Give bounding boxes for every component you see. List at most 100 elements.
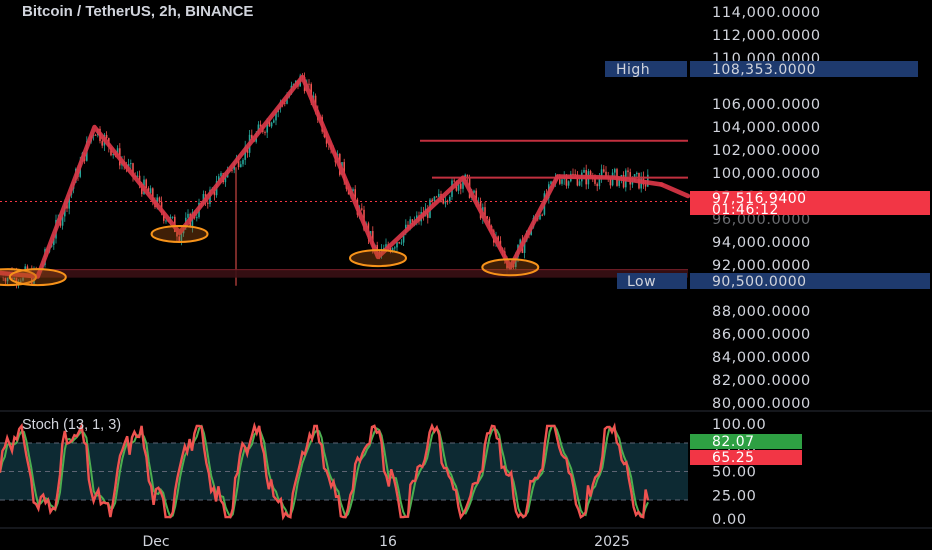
candle-body	[398, 242, 400, 244]
candle-body	[259, 124, 262, 127]
candle-body	[644, 184, 647, 187]
candle-body	[207, 202, 209, 204]
stoch-tick-label: 0.00	[712, 512, 747, 528]
candle-body	[180, 233, 183, 242]
candle-body	[609, 178, 612, 186]
stoch-tick-label: 25.00	[712, 488, 757, 504]
swing-low-ellipse	[150, 224, 209, 243]
candle-body	[600, 169, 603, 178]
candle-body	[515, 257, 517, 267]
candle-body	[266, 121, 268, 133]
candle-body	[484, 207, 486, 217]
chart-title: Bitcoin / TetherUS, 2h, BINANCE	[22, 3, 254, 20]
candle-body	[627, 170, 629, 173]
candle-body	[523, 240, 526, 253]
candle-body	[457, 183, 460, 191]
price-tick-label: 82,000.0000	[712, 373, 811, 389]
candle-body	[391, 248, 394, 252]
candle-body	[116, 148, 119, 155]
candle-body	[352, 189, 354, 192]
candle-body	[539, 214, 541, 220]
candle-body	[152, 188, 154, 202]
candle-body	[559, 179, 561, 184]
pattern-drawing[interactable]	[0, 74, 691, 279]
candle-body	[275, 112, 277, 121]
candle-body	[475, 190, 477, 203]
stoch-k-line	[0, 421, 650, 521]
price-tick-label: 88,000.0000	[712, 304, 811, 320]
price-tick-label: 94,000.0000	[712, 235, 811, 251]
swing-low-ellipse	[349, 249, 407, 268]
candle-body	[596, 183, 598, 187]
candle-body	[462, 180, 464, 189]
candle-body	[4, 278, 7, 282]
candle-body	[466, 174, 469, 178]
candle-body	[594, 178, 596, 184]
high-label: High	[616, 62, 650, 78]
candle-body	[136, 175, 139, 177]
candle-body	[132, 163, 134, 176]
low-value-box	[690, 273, 930, 289]
candle-body	[284, 102, 286, 104]
support-zone	[0, 269, 688, 278]
price-tick-label: 106,000.0000	[712, 97, 821, 113]
candle-body	[376, 245, 378, 252]
candle-body	[251, 134, 253, 140]
low-label: Low	[627, 274, 656, 290]
candle-body	[158, 197, 161, 202]
candle-body	[486, 216, 488, 219]
stoch-tick-label: 100.00	[712, 417, 766, 433]
candle-body	[433, 196, 436, 202]
high-value: 108,353.0000	[712, 62, 816, 78]
candle-body	[565, 176, 568, 186]
low-label-box	[617, 273, 687, 289]
price-tick-label-hidden: 96,000.0000	[712, 212, 811, 228]
price-tick-label: 104,000.0000	[712, 120, 821, 136]
candle-body	[213, 189, 216, 196]
stoch-d-value: 82.07	[712, 434, 755, 450]
swing-low-markers[interactable]	[0, 224, 540, 287]
candle-body	[603, 169, 605, 172]
candle-body	[449, 196, 451, 202]
stoch-d-tag	[690, 434, 802, 449]
candle-body	[110, 147, 112, 156]
candle-body	[576, 174, 579, 186]
candle-body	[264, 131, 266, 133]
candle-body	[431, 199, 433, 202]
candle-body	[176, 231, 178, 237]
candle-body	[438, 193, 440, 197]
time-axis[interactable]: Dec 16 2025	[0, 527, 932, 550]
stoch-k-value: 65.25	[712, 450, 755, 466]
high-value-box	[690, 61, 918, 77]
price-tick-label: 86,000.0000	[712, 327, 811, 343]
candle-body	[578, 181, 581, 186]
candle-body	[614, 169, 616, 173]
price-tick-label: 80,000.0000	[712, 396, 811, 412]
candle-body	[196, 217, 198, 219]
candle-body	[631, 181, 634, 185]
price-pane[interactable]	[0, 0, 690, 410]
horizontal-levels[interactable]	[0, 139, 690, 278]
stoch-title: Stoch (13, 1, 3)	[22, 417, 122, 433]
candle-body	[488, 218, 491, 227]
candle-body	[446, 200, 449, 202]
high-label-box	[605, 61, 687, 77]
candle-body	[354, 189, 356, 200]
candle-body	[202, 194, 205, 204]
candle-body	[444, 200, 447, 204]
price-tick-label: 102,000.0000	[712, 143, 821, 159]
candle-body	[589, 171, 592, 178]
candle-body	[237, 157, 240, 168]
swing-low-ellipse	[0, 268, 37, 287]
candle-body	[242, 159, 244, 165]
candle-body	[53, 238, 55, 245]
candle-body	[361, 208, 363, 210]
candle-body	[240, 164, 242, 168]
candle-body	[396, 242, 398, 248]
candle-body	[605, 171, 607, 178]
swing-low-ellipse	[8, 268, 67, 287]
time-axis-label: Dec	[142, 534, 169, 550]
price-axis[interactable]: 114,000.0000112,000.0000110,000.0000106,…	[605, 0, 932, 412]
